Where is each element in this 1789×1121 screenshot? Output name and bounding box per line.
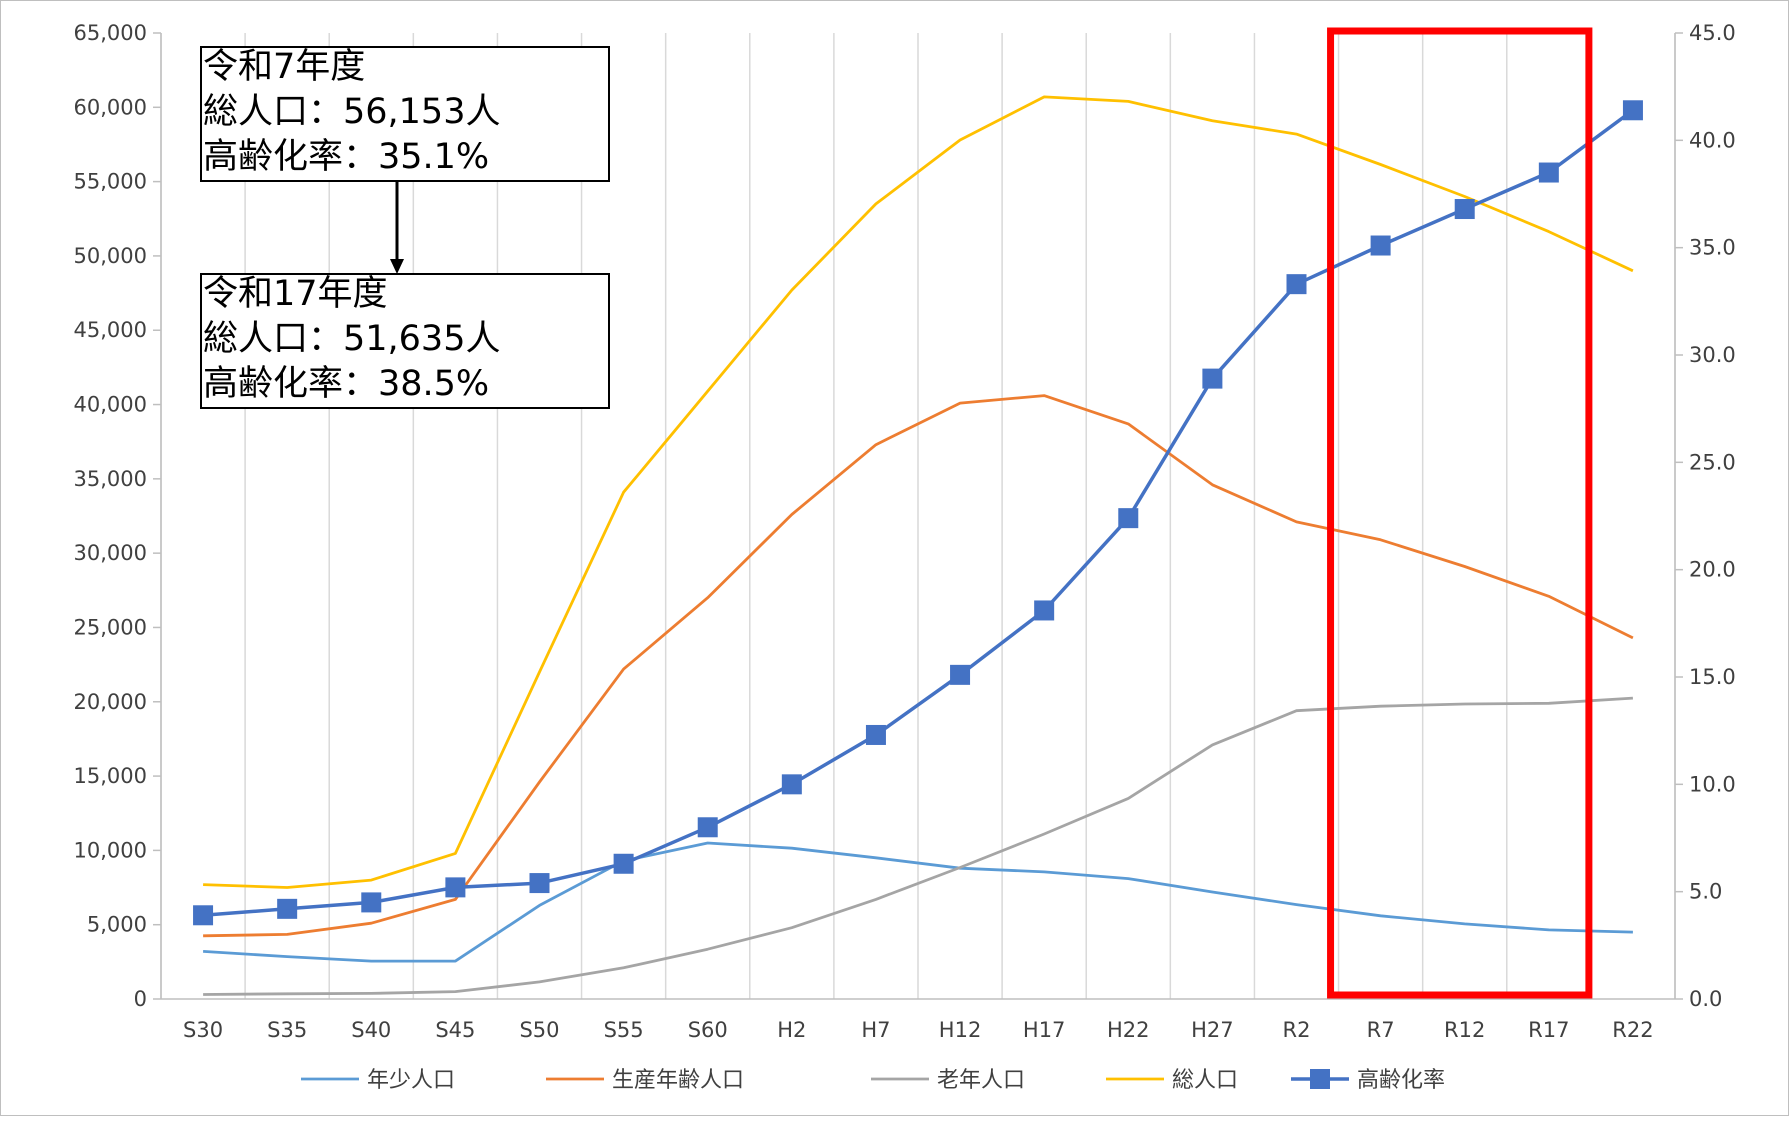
annotation-r7-population: 総人口：56,153人 xyxy=(203,92,500,132)
legend-label: 高齢化率 xyxy=(1357,1068,1445,1093)
left-axis-tick-label: 30,000 xyxy=(74,541,147,565)
right-axis-tick-label: 45.0 xyxy=(1689,21,1736,45)
annotation-arrow xyxy=(390,181,404,274)
annotation-r17-title: 令和17年度 xyxy=(203,274,388,314)
series-marker xyxy=(613,853,634,874)
right-axis-tick-label: 30.0 xyxy=(1689,343,1736,367)
x-axis-tick-label: S30 xyxy=(183,1018,223,1042)
left-axis-tick-label: 10,000 xyxy=(74,838,147,862)
x-axis-tick-label: S55 xyxy=(604,1018,644,1042)
annotation-box-r7: 令和7年度 総人口：56,153人 高齢化率：35.1% xyxy=(200,46,610,182)
legend: 年少人口 生産年齢人口 老年人口 総人口 高齢化率 xyxy=(301,1068,1445,1093)
legend-item-3: 老年人口 xyxy=(871,1068,1025,1093)
annotation-r17-aging-rate: 高齢化率：38.5% xyxy=(203,364,489,404)
series-line xyxy=(202,108,1634,918)
highlight-box xyxy=(1327,27,1593,999)
series-marker xyxy=(865,724,886,745)
series-line xyxy=(203,696,1633,996)
annotation-box-r17-frame xyxy=(200,273,610,409)
series-marker xyxy=(1286,274,1307,295)
series-marker xyxy=(1454,199,1475,220)
series-marker xyxy=(445,877,466,898)
right-axis-tick-label: 25.0 xyxy=(1689,450,1736,474)
series-marker xyxy=(277,898,298,919)
series-marker xyxy=(193,905,214,926)
x-axis-tick-label: H2 xyxy=(777,1018,806,1042)
right-axis-tick-label: 20.0 xyxy=(1689,558,1736,582)
series-marker xyxy=(950,664,971,685)
highlight-box-group xyxy=(1327,27,1593,999)
right-axis-tick-label: 0.0 xyxy=(1689,987,1722,1011)
legend-label: 生産年齢人口 xyxy=(612,1068,744,1093)
x-axis-tick-label: H12 xyxy=(939,1018,982,1042)
legend-item-5: 高齢化率 xyxy=(1291,1068,1445,1093)
x-axis-tick-label: R7 xyxy=(1367,1018,1395,1042)
right-axis-tick-label: 15.0 xyxy=(1689,665,1736,689)
left-axis-tick-label: 15,000 xyxy=(74,764,147,788)
annotation-box-r7-frame xyxy=(200,46,610,182)
annotation-r17-population: 総人口：51,635人 xyxy=(203,319,500,359)
legend-swatch-marker xyxy=(1310,1069,1330,1089)
x-axis-tick-label: S60 xyxy=(688,1018,728,1042)
left-axis-tick-label: 5,000 xyxy=(87,913,147,937)
series-marker xyxy=(1118,508,1139,529)
left-axis-tick-label: 45,000 xyxy=(74,318,147,342)
left-axis-tick-label: 60,000 xyxy=(74,95,147,119)
legend-item-1: 年少人口 xyxy=(301,1068,455,1093)
annotation-box-r17: 令和17年度 総人口：51,635人 高齢化率：38.5% xyxy=(200,273,610,409)
series-lines xyxy=(202,95,1634,996)
left-axis-tick-label: 20,000 xyxy=(74,690,147,714)
right-axis-tick-label: 35.0 xyxy=(1689,236,1736,260)
legend-item-4: 総人口 xyxy=(1106,1068,1238,1093)
left-axis-tick-label: 0 xyxy=(134,987,147,1011)
x-axis-tick-label: R17 xyxy=(1528,1018,1569,1042)
annotation-r7-aging-rate: 高齢化率：35.1% xyxy=(203,137,489,177)
x-axis-tick-label: H7 xyxy=(861,1018,890,1042)
series-marker xyxy=(781,774,802,795)
x-axis-tick-label: H22 xyxy=(1107,1018,1150,1042)
x-axis-tick-label: R12 xyxy=(1444,1018,1485,1042)
legend-label: 老年人口 xyxy=(937,1068,1025,1093)
x-axis-tick-label: H27 xyxy=(1191,1018,1234,1042)
annotation-r7-title: 令和7年度 xyxy=(203,47,365,87)
right-axis-tick-label: 5.0 xyxy=(1689,880,1722,904)
left-axis-tick-label: 25,000 xyxy=(74,615,147,639)
legend-label: 年少人口 xyxy=(367,1068,455,1093)
left-axis-tick-label: 65,000 xyxy=(74,21,147,45)
series-marker xyxy=(529,873,550,894)
legend-item-2: 生産年齢人口 xyxy=(546,1068,744,1093)
series-marker xyxy=(1538,162,1559,183)
left-axis-tick-label: 55,000 xyxy=(74,170,147,194)
series-line xyxy=(203,95,1634,889)
series-marker xyxy=(1622,100,1643,121)
legend-label: 総人口 xyxy=(1172,1068,1238,1093)
x-axis-tick-label: S35 xyxy=(267,1018,307,1042)
series-line xyxy=(203,841,1633,963)
series-marker xyxy=(697,817,718,838)
right-axis-tick-label: 40.0 xyxy=(1689,128,1736,152)
left-axis-tick-label: 35,000 xyxy=(74,467,147,491)
x-axis-tick-label: R2 xyxy=(1283,1018,1311,1042)
series-line xyxy=(203,394,1634,938)
left-axis-tick-label: 50,000 xyxy=(74,244,147,268)
right-axis-tick-label: 10.0 xyxy=(1689,772,1736,796)
series-marker xyxy=(1370,235,1391,256)
x-axis-tick-label: S45 xyxy=(435,1018,475,1042)
x-axis-tick-label: R22 xyxy=(1612,1018,1653,1042)
x-axis-tick-label: S40 xyxy=(351,1018,391,1042)
annotation-arrow-head xyxy=(390,259,404,274)
left-axis-tick-label: 40,000 xyxy=(74,393,147,417)
axes: 0 5,000 10,000 15,000 20,000 25,000 30,000 35,0… xyxy=(74,21,1736,1042)
series-marker xyxy=(361,892,382,913)
series-marker xyxy=(1202,368,1223,389)
x-axis-tick-label: H17 xyxy=(1023,1018,1066,1042)
series-markers xyxy=(193,100,1643,926)
x-axis-tick-label: S50 xyxy=(519,1018,559,1042)
series-marker xyxy=(1034,600,1055,621)
